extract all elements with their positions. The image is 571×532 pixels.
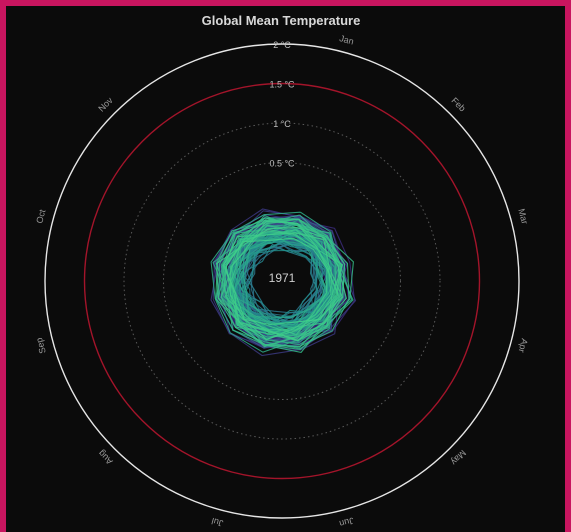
ring-2 xyxy=(44,43,520,519)
year-series-1971 xyxy=(225,237,340,326)
month-label-nov: Nov xyxy=(96,95,115,114)
month-label-jan: Jan xyxy=(338,33,355,46)
month-label-aug: Aug xyxy=(96,448,114,466)
year-series-1913 xyxy=(246,243,318,314)
ring-label: 1 °C xyxy=(273,119,291,129)
month-label-oct: Oct xyxy=(34,208,47,225)
ring-0-5 xyxy=(163,162,401,400)
year-series-1970 xyxy=(216,226,348,341)
month-label-mar: Mar xyxy=(516,208,530,226)
spiral-lines xyxy=(210,208,357,357)
temperature-rings: 0.5 °C 1 °C 1.5 °C 2 °C xyxy=(44,40,520,519)
spiral-chart: Global Mean Temperature 0.5 °C 1 °C 1.5 °C… xyxy=(34,13,530,529)
month-label-may: May xyxy=(449,448,468,467)
year-series-1969 xyxy=(223,232,343,341)
year-series-1967 xyxy=(223,229,344,342)
ring-label: 0.5 °C xyxy=(269,159,295,169)
ring-1 xyxy=(123,122,441,440)
year-series-1936 xyxy=(235,233,325,330)
ring-1-5 xyxy=(83,82,481,480)
current-year-label: 1971 xyxy=(269,271,296,285)
month-labels: Jan Feb Mar Apr May Jun Jul Aug Sep Oct Nov xyxy=(34,33,530,529)
month-label-jul: Jul xyxy=(211,516,225,529)
year-series-1914 xyxy=(238,241,314,318)
year-series-1953 xyxy=(224,224,340,337)
month-label-sep: Sep xyxy=(34,337,48,355)
month-label-feb: Feb xyxy=(449,95,467,113)
year-series-1962 xyxy=(215,217,346,348)
ring-label: 2 °C xyxy=(273,40,291,50)
chart-frame: Global Mean Temperature 0.5 °C 1 °C 1.5 °C… xyxy=(6,6,565,532)
chart-title: Global Mean Temperature xyxy=(202,13,361,28)
month-label-jun: Jun xyxy=(338,515,355,528)
ring-label: 1.5 °C xyxy=(269,80,295,90)
month-label-apr: Apr xyxy=(516,338,529,354)
